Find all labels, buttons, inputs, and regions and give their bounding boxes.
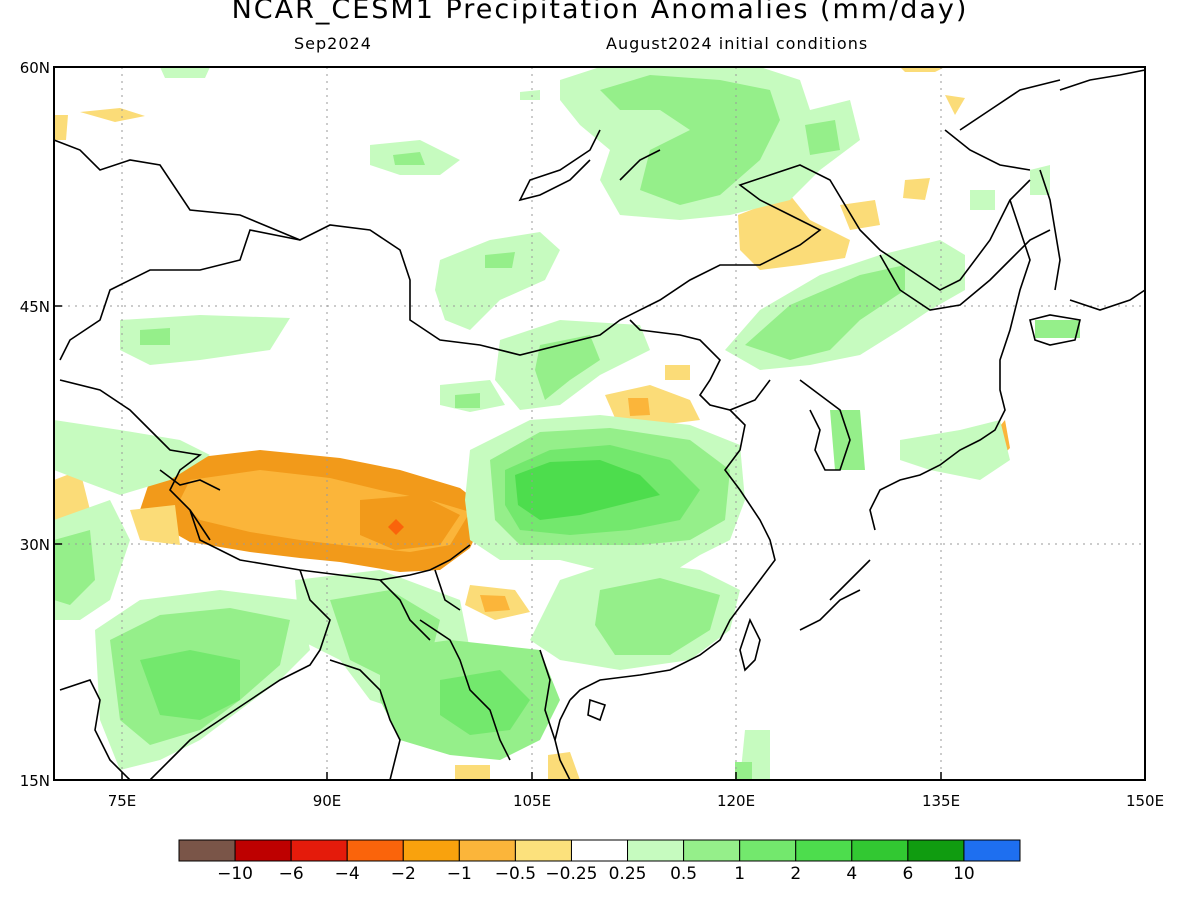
dry-region-nmg xyxy=(665,365,690,380)
wet-region-india-strong xyxy=(140,650,240,720)
wet-region-philippines xyxy=(735,762,752,780)
dry-region-manchuria2 xyxy=(840,200,880,230)
dry-region-indochina xyxy=(455,765,490,780)
lat-label-15n: 15N xyxy=(20,772,50,790)
colorbar-label: 1 xyxy=(734,864,745,884)
colorbar-label: −2 xyxy=(391,864,416,884)
wet-region-korea xyxy=(830,410,865,470)
colorbar-swatch xyxy=(570,839,629,862)
forecast-month: Sep2024 xyxy=(294,34,372,53)
wet-region-tianshan xyxy=(54,420,210,495)
colorbar-swatch xyxy=(795,839,853,862)
lon-label-75e: 75E xyxy=(108,792,137,810)
wet-region-manchuria-mid xyxy=(745,265,905,360)
wet-region-hokkaido xyxy=(1035,320,1080,338)
lat-label-30n: 30N xyxy=(20,536,50,554)
colorbar-label: −4 xyxy=(335,864,360,884)
dry-region-far-east xyxy=(903,178,930,200)
wet-region-south-china-mid xyxy=(595,578,720,655)
tick-marks xyxy=(54,66,1146,781)
colorbar-label: 4 xyxy=(846,864,857,884)
colorbar-label: −6 xyxy=(279,864,304,884)
colorbar-label: 10 xyxy=(953,864,975,884)
colorbar-swatch xyxy=(739,839,797,862)
dry-region-sichuan-core xyxy=(480,595,510,612)
colorbar-label: −0.5 xyxy=(495,864,536,884)
colorbar-label: 0.25 xyxy=(609,864,647,884)
wet-region-baikal-core xyxy=(393,152,425,165)
wet-region-kazakh-core xyxy=(140,328,170,345)
colorbar-label: 2 xyxy=(790,864,801,884)
colorbar-swatch xyxy=(963,839,1021,862)
dry-region-topleft xyxy=(54,115,68,140)
wet-region-kazakh xyxy=(120,315,290,365)
coastlines xyxy=(54,69,1145,780)
wet-region-siberia-mid xyxy=(600,75,780,205)
wet-region-mongolia-core xyxy=(485,252,515,268)
wet-region-west-mid xyxy=(54,530,95,605)
dry-region-manchuria xyxy=(738,195,850,270)
map-title: NCAR_CESM1 Precipitation Anomalies (mm/d… xyxy=(231,0,969,25)
initial-conditions: August2024 initial conditions xyxy=(606,34,869,53)
dry-region-north-china-core xyxy=(628,398,650,416)
colorbar: −10 −6 −4 −2 −1 −0.5 −0.25 0.25 0.5 1 2 4 6 10 xyxy=(178,839,1021,884)
map-frame xyxy=(53,66,1146,781)
wet-region-siberia2 xyxy=(805,120,840,155)
wet-region-okhotsk xyxy=(970,190,995,210)
dry-region-top xyxy=(900,67,945,72)
lon-label-150e: 150E xyxy=(1126,792,1164,810)
colorbar-label: −1 xyxy=(447,864,472,884)
colorbar-label: 6 xyxy=(902,864,913,884)
colorbar-swatch xyxy=(402,839,460,862)
colorbar-swatch xyxy=(178,839,236,862)
lat-label-45n: 45N xyxy=(20,298,50,316)
colorbar-swatch xyxy=(907,839,965,862)
colorbar-swatch xyxy=(851,839,909,862)
wet-region-central-china-peak xyxy=(515,460,660,520)
dry-region-tibet-inner xyxy=(360,495,460,550)
wet-region-north-china-mid xyxy=(535,335,600,400)
dry-region-south xyxy=(548,752,580,780)
wet-region-top-mid xyxy=(520,90,540,100)
wet-region-top-left xyxy=(160,67,210,78)
dry-region-kamchatka xyxy=(945,95,965,115)
colorbar-swatch xyxy=(683,839,741,862)
wet-region-hexi-core xyxy=(455,393,480,408)
lat-label-60n: 60N xyxy=(20,59,50,77)
wet-region-indochina-core xyxy=(440,670,530,735)
lon-label-90e: 90E xyxy=(313,792,342,810)
colorbar-label: 0.5 xyxy=(670,864,697,884)
dry-region-west2 xyxy=(130,505,180,545)
colorbar-swatch xyxy=(346,839,404,862)
anomaly-shading xyxy=(54,67,1080,780)
colorbar-swatch xyxy=(514,839,572,862)
wet-region-japan xyxy=(900,420,1010,480)
colorbar-swatch xyxy=(234,839,292,862)
lon-label-120e: 120E xyxy=(717,792,755,810)
dry-region-north-china xyxy=(605,385,700,425)
lon-label-105e: 105E xyxy=(513,792,551,810)
colorbar-label: −0.25 xyxy=(545,864,597,884)
colorbar-swatch xyxy=(458,839,516,862)
colorbar-swatch xyxy=(290,839,348,862)
colorbar-label: −10 xyxy=(217,864,253,884)
lon-label-135e: 135E xyxy=(922,792,960,810)
colorbar-swatch xyxy=(627,839,685,862)
dry-region-nw xyxy=(80,108,145,122)
wet-region-mongolia xyxy=(435,232,560,330)
dry-peak xyxy=(388,519,404,535)
